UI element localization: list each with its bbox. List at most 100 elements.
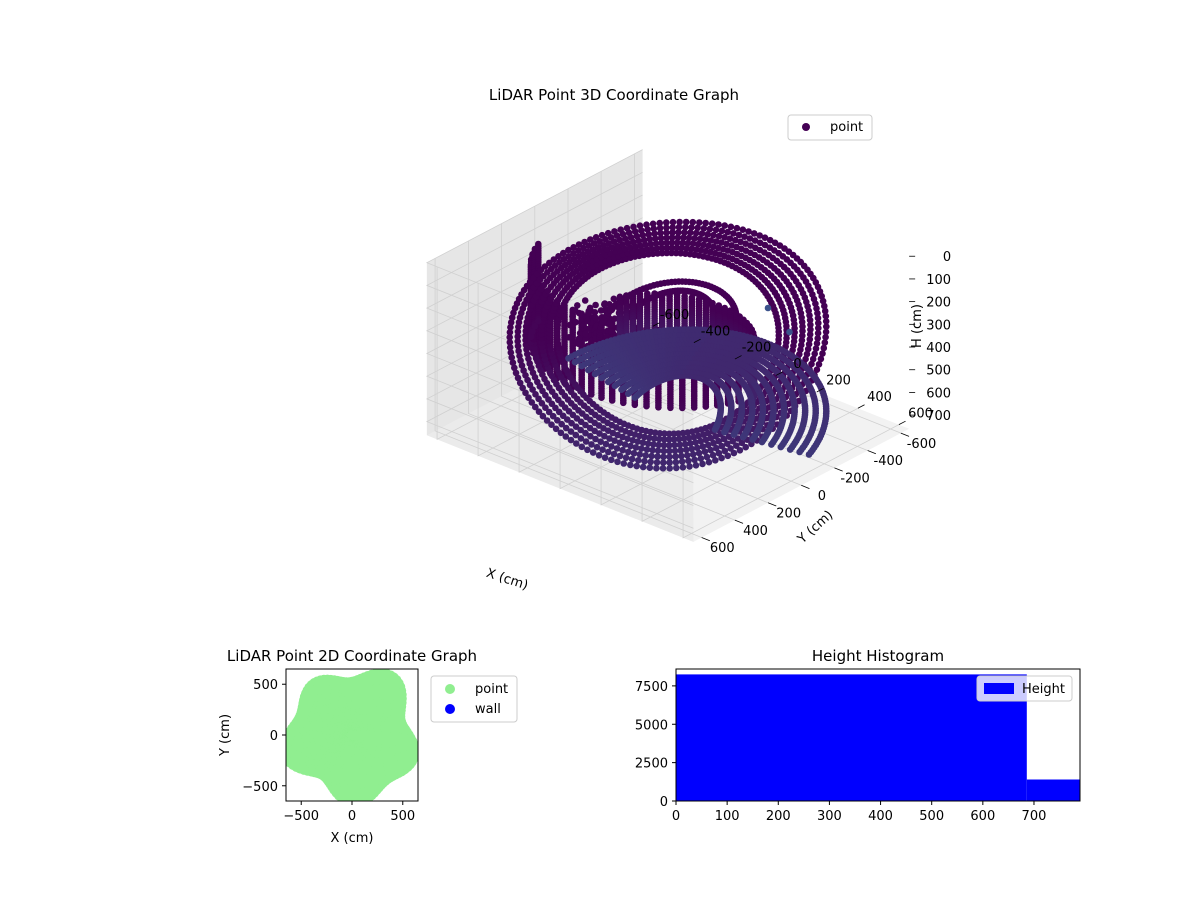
chart-3d-point (621, 441, 629, 448)
chart-3d-ztick-label: 700 (926, 409, 951, 424)
chart-3d-point (595, 452, 603, 459)
chart-3d-point (514, 338, 521, 345)
chart-3d-point (775, 402, 782, 410)
chart-3d-ztick-label: 100 (926, 273, 951, 288)
chart-3d-point (729, 437, 736, 445)
chart-3d-point (697, 375, 705, 382)
chart-3d-point (742, 443, 749, 451)
chart-3d-point (715, 221, 722, 228)
chart-3d-point (715, 449, 723, 457)
chart-3d-point (685, 434, 693, 442)
chart-3d-point (685, 457, 692, 465)
chart-3d-legend-label: point (830, 120, 863, 135)
chart-3d-point (676, 441, 684, 449)
chart-3d-point (661, 436, 668, 443)
chart-3d-xtick (857, 404, 865, 409)
chart-3d-point (651, 435, 658, 442)
chart-3d-point (630, 450, 638, 457)
chart-3d-ytick-label: 0 (818, 489, 826, 504)
chart-3d-point (578, 443, 586, 451)
chart-3d-point (666, 465, 673, 472)
chart-3d-point (653, 459, 661, 466)
chart-3d-point (653, 464, 660, 472)
chart-3d-point (655, 441, 662, 449)
chart-3d-point (575, 247, 582, 254)
chart-3d-point (736, 447, 744, 454)
chart-2d: LiDAR Point 2D Coordinate Graph −500 0 500… (218, 647, 518, 846)
chart-3d-point (739, 226, 747, 233)
chart-3d-ytick-label: 200 (776, 506, 801, 521)
chart-3d-point (554, 417, 561, 424)
chart-3d-point (593, 443, 601, 451)
chart-3d-point (535, 408, 543, 416)
chart-3d-point (507, 349, 515, 356)
chart-3d-point (575, 335, 583, 342)
chart-3d-point (678, 452, 685, 460)
chart-3d-point (539, 412, 547, 420)
chart-3d-point (507, 324, 514, 331)
chart-3d-point (720, 435, 728, 443)
chart-3d-point (696, 219, 703, 226)
chart-3d-point (646, 464, 654, 472)
chart-3d-point (690, 404, 698, 411)
chart-3d-point (525, 394, 532, 402)
chart-3d-xtick-label: 400 (867, 390, 892, 405)
chart-3d-ytick-label: -200 (840, 472, 870, 487)
chart-3d-point (516, 352, 523, 360)
chart-3d-point (616, 452, 624, 460)
chart-3d-point (511, 364, 518, 372)
chart-3d-xtick-label: 200 (826, 374, 851, 389)
chart-3d-ytick (801, 484, 810, 489)
chart-3d-point (581, 238, 588, 246)
chart-3d-ztick-label: 200 (926, 296, 951, 311)
chart-3d-point (515, 347, 522, 355)
chart-3d-point (704, 371, 712, 379)
chart-3d-point (509, 359, 517, 367)
chart-3d-point (514, 374, 522, 382)
chart-3d-point (713, 444, 720, 452)
chart-3d-point (647, 458, 654, 466)
chart-3d-point (573, 440, 580, 447)
chart-3d-point (634, 438, 642, 445)
chart-3d-point (727, 223, 735, 231)
chart-3d-point (565, 246, 572, 254)
chart-3d-point (603, 333, 611, 341)
chart-3d-zlabel: H (cm) (910, 304, 925, 348)
chart-3d-point (639, 439, 647, 447)
chart-3d-point (677, 447, 684, 454)
chart-3d-point (630, 223, 637, 231)
chart-3d-point (697, 455, 705, 462)
chart-3d-points (506, 218, 830, 472)
chart-3d-point (574, 302, 581, 309)
chart-3d-point (732, 264, 740, 272)
chart-3d-point (625, 448, 632, 456)
chart-3d-point (680, 435, 688, 442)
chart-3d-point (549, 412, 557, 420)
chart-3d-point (607, 328, 615, 335)
chart-3d-point (733, 442, 740, 450)
chart-3d-point (646, 434, 653, 442)
chart-3d-point (514, 333, 521, 340)
chart-3d-point (692, 462, 700, 469)
chart-3d-point (786, 328, 793, 336)
chart-3d-point (643, 221, 650, 228)
chart-3d-point (724, 452, 732, 460)
chart-3d-point (702, 436, 710, 444)
chart-3d-point (599, 446, 606, 454)
chart-3d-point (659, 465, 667, 472)
chart-3d-point (694, 290, 702, 298)
chart-3d-point (709, 451, 717, 459)
chart-3d-point (591, 427, 598, 435)
chart-3d-point (566, 321, 574, 329)
chart-3d-point (708, 220, 716, 227)
chart-3d-point (619, 433, 626, 441)
chart-3d-point (764, 304, 772, 312)
chart-3d-point (718, 442, 726, 450)
chart-3d-point (571, 307, 579, 314)
chart-3d-point (703, 453, 711, 461)
chart-3d-legend: point (787, 114, 873, 141)
chart-3d-point (598, 231, 606, 239)
chart-3d-point (528, 399, 536, 406)
chart-3d-point (611, 437, 618, 445)
chart-3d-point (532, 403, 539, 411)
